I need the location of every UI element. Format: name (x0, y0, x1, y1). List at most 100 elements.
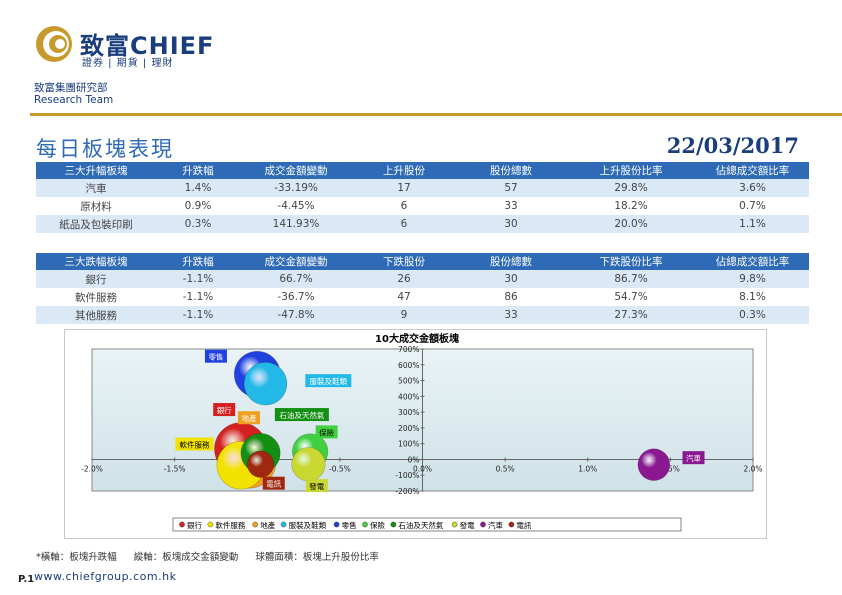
top-losers-table: 三大跌幅板塊 升跌幅 成交金額變動 下跌股份 股份總數 下跌股份比率 佔總成交額… (36, 253, 809, 324)
data-label: 保險 (319, 427, 334, 437)
table-header-cell: 佔總成交額比率 (696, 253, 809, 270)
data-label-box (305, 479, 328, 493)
data-label: 石油及天然氣 (279, 410, 324, 420)
bubble-9 (246, 450, 275, 478)
data-label: 汽車 (686, 453, 701, 463)
research-team-cn: 致富集團研究部 (34, 82, 108, 94)
table-cell: 3.6% (696, 179, 809, 197)
data-label: 地產 (241, 413, 256, 423)
table-row: 銀行 -1.1% 66.7% 26 30 86.7% 9.8% (36, 270, 809, 288)
table-cell: 86 (456, 288, 566, 306)
report-date: 22/03/2017 (666, 133, 799, 158)
table-header-cell: 下跌股份比率 (566, 253, 696, 270)
table-cell: -1.1% (156, 288, 240, 306)
legend-marker (362, 521, 368, 528)
y-tick-label: 700% (398, 345, 419, 354)
data-label-box (213, 403, 236, 417)
x-tick-label: 2.0% (743, 464, 762, 473)
table-cell: 1.4% (156, 179, 240, 197)
brand-name-cn: 致富 (80, 32, 130, 60)
table-header-cell: 上升股份比率 (566, 162, 696, 179)
table-cell: 20.0% (566, 215, 696, 233)
data-label-box (305, 374, 352, 388)
legend-label: 零售 (342, 520, 357, 530)
table-cell: -36.7% (240, 288, 352, 306)
bubble-7 (291, 447, 326, 482)
legend-marker (207, 521, 214, 528)
x-tick-label: 0.0% (413, 464, 432, 473)
footnote-x-axis: *橫軸：板塊升跌幅 (36, 552, 117, 563)
table-header-cell: 股份總數 (456, 253, 566, 270)
table-header-cell: 成交金額變動 (240, 162, 352, 179)
table-cell: -47.8% (240, 306, 352, 324)
x-tick-label: 1.0% (578, 464, 597, 473)
table-header-cell: 下跌股份 (352, 253, 456, 270)
data-label-box (262, 476, 285, 490)
table-header-row: 三大跌幅板塊 升跌幅 成交金額變動 下跌股份 股份總數 下跌股份比率 佔總成交額… (36, 253, 809, 270)
table-cell: 57 (456, 179, 566, 197)
bubble-chart-svg: 10大成交金額板塊-2.0%-1.5%-1.0%-0.5%0.0%0.5%1.0… (81, 332, 763, 532)
legend-marker (508, 521, 515, 528)
table-cell: 141.93% (240, 215, 352, 233)
table-cell: 0.3% (696, 306, 809, 324)
table-cell: 軟件服務 (36, 288, 156, 306)
table-cell: 6 (352, 197, 456, 215)
legend-label: 地產 (260, 520, 275, 530)
table-cell: -33.19% (240, 179, 352, 197)
x-tick-label: 0.5% (496, 464, 515, 473)
brand-name: 致富CHIEF (80, 26, 214, 61)
table-cell: 0.3% (156, 215, 240, 233)
data-label-box (204, 349, 227, 363)
bubble-8 (637, 448, 671, 481)
table-row: 原材料 0.9% -4.45% 6 33 18.2% 0.7% (36, 197, 809, 215)
brand-tagline: 證券 | 期貨 | 理財 (82, 58, 174, 69)
legend-label: 電訊 (516, 520, 531, 530)
data-label: 銀行 (217, 405, 232, 415)
website-link[interactable]: www.chiefgroup.com.hk (34, 570, 177, 583)
x-tick-label: 1.5% (661, 464, 680, 473)
table-cell: 8.1% (696, 288, 809, 306)
data-label-box (274, 408, 329, 422)
table-cell: 原材料 (36, 197, 156, 215)
data-label: 服裝及鞋類 (310, 376, 348, 386)
table-cell: 18.2% (566, 197, 696, 215)
x-tick-label: -1.5% (164, 464, 186, 473)
footnote-y-axis: 縱軸：板塊成交金額變動 (133, 552, 239, 563)
y-tick-label: 500% (398, 377, 419, 386)
footnote-marker: * (36, 552, 41, 563)
legend-marker (451, 521, 458, 528)
table-row: 汽車 1.4% -33.19% 17 57 29.8% 3.6% (36, 179, 809, 197)
table-cell: 6 (352, 215, 456, 233)
table-cell: 0.9% (156, 197, 240, 215)
top-gainers-table: 三大升幅板塊 升跌幅 成交金額變動 上升股份 股份總數 上升股份比率 佔總成交額… (36, 162, 809, 233)
data-label: 電訊 (266, 479, 281, 489)
data-label-box (682, 451, 705, 465)
table-cell: -4.45% (240, 197, 352, 215)
y-tick-label: 400% (398, 392, 419, 401)
legend-marker (333, 521, 340, 528)
chart-title: 10大成交金額板塊 (375, 332, 459, 345)
y-tick-label: 0% (408, 455, 420, 464)
table-cell: 33 (456, 306, 566, 324)
table-cell: 47 (352, 288, 456, 306)
table-header-cell: 升跌幅 (156, 253, 240, 270)
y-tick-label: 300% (398, 408, 419, 417)
table-header-cell: 佔總成交額比率 (696, 162, 809, 179)
table-cell: 86.7% (566, 270, 696, 288)
table-cell: 30 (456, 215, 566, 233)
y-tick-label: 600% (398, 361, 419, 370)
table-cell: 66.7% (240, 270, 352, 288)
brand-logo: 致富CHIEF 證券 | 期貨 | 理財 (34, 24, 254, 69)
legend-label: 服裝及鞋類 (289, 520, 327, 530)
legend-marker (252, 521, 258, 528)
footnote-x-axis-text: 橫軸：板塊升跌幅 (40, 552, 117, 563)
table-cell: -1.1% (156, 306, 240, 324)
legend-label: 銀行 (187, 520, 202, 530)
legend-label: 汽車 (488, 520, 503, 530)
legend-box (172, 517, 682, 532)
table-cell: 9 (352, 306, 456, 324)
legend-marker (280, 521, 287, 528)
table-cell: 27.3% (566, 306, 696, 324)
table-header-cell: 股份總數 (456, 162, 566, 179)
table-row: 紙品及包裝印刷 0.3% 141.93% 6 30 20.0% 1.1% (36, 215, 809, 233)
